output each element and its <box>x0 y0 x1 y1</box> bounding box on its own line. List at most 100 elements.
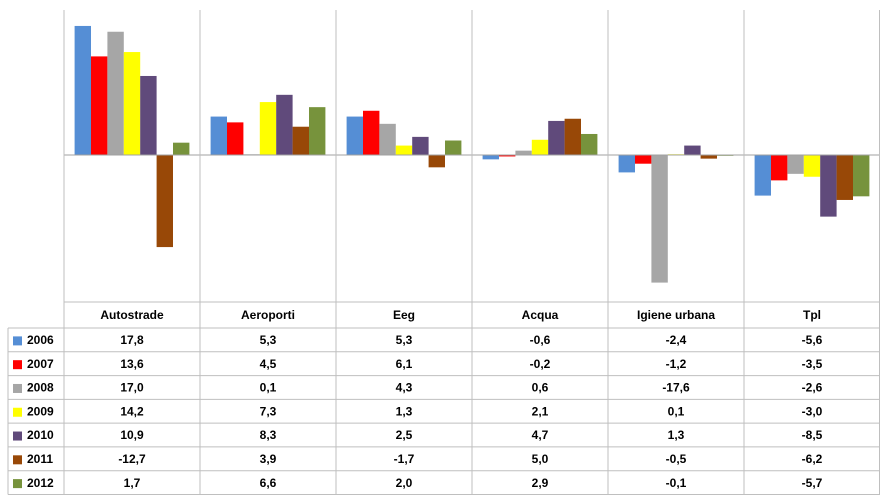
table-value: -12,7 <box>118 452 146 466</box>
category-label: Eeg <box>393 308 415 322</box>
table-value: 14,2 <box>120 404 144 418</box>
bar <box>445 140 462 155</box>
bar <box>531 139 549 155</box>
table-value: 4,7 <box>532 428 549 442</box>
bar <box>771 155 788 181</box>
table-value: 4,3 <box>396 381 413 395</box>
table-value: 10,9 <box>120 428 144 442</box>
category-label: Igiene urbana <box>637 308 715 322</box>
bar <box>836 155 853 200</box>
legend-label: 2012 <box>27 476 54 490</box>
table-value: -5,6 <box>802 333 823 347</box>
bar <box>74 25 91 156</box>
bar <box>787 155 804 174</box>
legend-swatch <box>13 407 22 417</box>
category-label: Acqua <box>522 308 559 322</box>
bar <box>227 122 244 155</box>
bar <box>618 155 635 173</box>
bar <box>276 94 293 155</box>
table-value: 1,3 <box>396 404 413 418</box>
table-value: 0,1 <box>260 381 277 395</box>
table-value: 3,9 <box>260 452 277 466</box>
table-value: 17,8 <box>120 333 144 347</box>
bar <box>803 155 821 177</box>
legend-swatch <box>13 455 22 465</box>
bar <box>259 102 277 155</box>
bar <box>292 126 309 155</box>
legend-label: 2011 <box>27 452 53 466</box>
table-value: 1,3 <box>668 428 685 442</box>
table-value: -0,2 <box>530 357 551 371</box>
table-value: 2,5 <box>396 428 413 442</box>
bar <box>379 123 396 155</box>
table-value: 2,0 <box>396 476 413 490</box>
bar <box>395 145 413 155</box>
bar <box>412 136 429 155</box>
category-label: Autostrade <box>100 308 164 322</box>
table-value: -8,5 <box>802 428 823 442</box>
bar <box>346 116 363 155</box>
legend-label: 2006 <box>27 333 54 347</box>
bar <box>548 120 565 155</box>
category-label: Tpl <box>803 308 821 322</box>
bar <box>684 145 701 155</box>
bar <box>515 150 532 155</box>
bar <box>651 155 668 283</box>
bar <box>635 155 652 164</box>
legend-swatch <box>13 336 22 346</box>
table-value: -3,0 <box>802 404 823 418</box>
table-value: 6,1 <box>396 357 413 371</box>
table-value: 13,6 <box>120 357 144 371</box>
table-value: -0,1 <box>666 476 687 490</box>
bar <box>156 155 173 248</box>
bar <box>140 75 157 155</box>
legend-swatch <box>13 479 22 489</box>
table-value: 4,5 <box>260 357 277 371</box>
table-value: 0,1 <box>668 404 685 418</box>
table-value: -0,6 <box>530 333 551 347</box>
legend-label: 2010 <box>27 428 54 442</box>
table-value: -0,5 <box>666 452 687 466</box>
table-value: 2,9 <box>532 476 549 490</box>
category-label: Aeroporti <box>241 308 295 322</box>
legend-swatch <box>13 431 22 441</box>
table-value: -17,6 <box>662 381 690 395</box>
bar <box>482 155 499 160</box>
table-value: 2,1 <box>532 404 549 418</box>
table-value: 7,3 <box>260 404 277 418</box>
table-value: -6,2 <box>802 452 823 466</box>
bar <box>820 155 837 217</box>
table-value: 5,3 <box>396 333 413 347</box>
table-value: -1,7 <box>394 452 415 466</box>
bar <box>564 118 581 155</box>
table-value: -1,2 <box>666 357 687 371</box>
bar <box>700 155 717 159</box>
table-value: -2,6 <box>802 381 823 395</box>
bar <box>173 142 190 155</box>
bar <box>107 31 124 155</box>
table-value: -3,5 <box>802 357 823 371</box>
legend-label: 2007 <box>27 357 54 371</box>
table-value: 5,3 <box>260 333 277 347</box>
table-value: 5,0 <box>532 452 549 466</box>
table-value: 1,7 <box>124 476 141 490</box>
bar <box>499 155 516 157</box>
table-value: 0,6 <box>532 381 549 395</box>
legend-swatch <box>13 383 22 393</box>
bar <box>853 155 870 197</box>
bar <box>581 133 598 155</box>
bar <box>123 52 141 155</box>
legend-swatch <box>13 360 22 370</box>
bar <box>428 155 445 168</box>
table-value: 8,3 <box>260 428 277 442</box>
bar <box>363 110 380 155</box>
legend-label: 2008 <box>27 381 54 395</box>
table-value: -5,7 <box>802 476 823 490</box>
table-value: -2,4 <box>666 333 687 347</box>
legend-label: 2009 <box>27 404 54 418</box>
table-value: 6,6 <box>260 476 277 490</box>
bar <box>91 56 108 155</box>
bar <box>210 116 227 155</box>
table-value: 17,0 <box>120 381 144 395</box>
